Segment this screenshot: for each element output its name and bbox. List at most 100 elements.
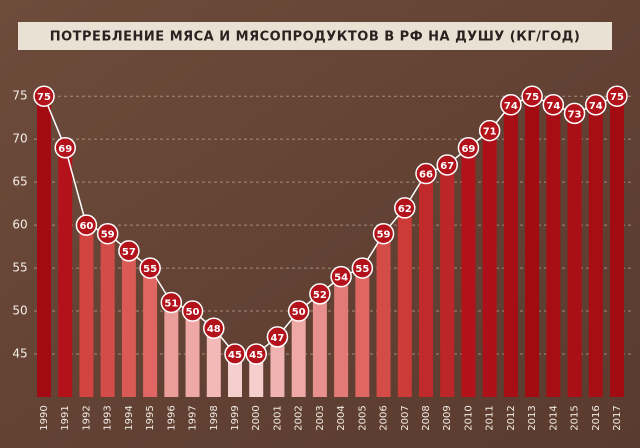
y-tick-label: 45 <box>12 347 27 361</box>
value-marker <box>606 85 628 107</box>
x-tick-label: 2002 <box>294 405 305 430</box>
value-marker <box>245 343 267 365</box>
value-label: 73 <box>568 109 582 120</box>
bar <box>270 336 285 397</box>
bar <box>121 250 136 397</box>
bar <box>461 147 476 397</box>
bar <box>312 293 327 397</box>
x-tick-label: 2005 <box>357 405 368 430</box>
x-tick-label: 2004 <box>336 405 347 430</box>
value-marker <box>330 265 352 288</box>
x-tick-label: 1991 <box>60 405 71 430</box>
bar <box>100 233 115 397</box>
value-label: 50 <box>292 307 306 318</box>
value-label: 67 <box>440 161 454 172</box>
bar <box>206 328 221 397</box>
value-marker <box>457 137 480 159</box>
bar <box>546 104 561 397</box>
bar <box>249 354 264 397</box>
value-label: 75 <box>37 92 51 103</box>
x-tick-label: 1997 <box>188 405 199 430</box>
bar <box>58 147 73 397</box>
value-marker <box>542 94 565 116</box>
y-tick-label: 65 <box>12 175 27 189</box>
x-tick-label: 1990 <box>39 405 50 430</box>
x-tick-label: 1994 <box>124 405 135 430</box>
x-tick-label: 2017 <box>612 405 623 430</box>
bar <box>291 311 306 397</box>
x-tick-label: 2006 <box>379 405 390 430</box>
bar <box>228 354 242 397</box>
x-tick-label: 1995 <box>145 405 156 430</box>
value-label: 45 <box>249 350 263 361</box>
bar <box>143 268 158 397</box>
value-marker <box>139 257 161 279</box>
bar <box>503 104 518 397</box>
value-label: 74 <box>546 101 560 112</box>
x-tick-label: 2007 <box>400 405 411 430</box>
value-marker <box>287 300 310 322</box>
value-marker <box>224 343 246 365</box>
value-label: 71 <box>483 127 497 138</box>
value-label: 54 <box>334 273 348 284</box>
x-tick-label: 1999 <box>230 405 241 430</box>
value-label: 69 <box>58 144 72 155</box>
value-marker <box>266 326 289 348</box>
value-label: 74 <box>589 101 603 112</box>
value-marker <box>96 222 119 245</box>
bar <box>355 268 370 397</box>
value-marker <box>75 214 98 236</box>
bar <box>482 130 497 397</box>
y-tick-label: 55 <box>12 261 27 275</box>
value-marker <box>585 94 607 116</box>
x-tick-label: 2008 <box>421 405 432 430</box>
x-tick-label: 1996 <box>166 405 177 430</box>
x-tick-label: 2011 <box>485 405 496 430</box>
value-label: 48 <box>207 324 221 335</box>
value-label: 66 <box>419 170 433 181</box>
trend-line <box>43 95 618 355</box>
value-marker <box>500 94 522 116</box>
value-marker <box>309 283 331 305</box>
x-tick-label: 2003 <box>315 405 326 430</box>
value-marker <box>521 85 543 107</box>
bar <box>79 225 94 397</box>
bar <box>567 113 582 397</box>
x-tick-label: 1993 <box>103 405 114 430</box>
value-label: 62 <box>398 204 412 215</box>
y-tick-label: 60 <box>12 218 27 232</box>
x-tick-label: 1998 <box>209 405 220 430</box>
bar <box>440 164 455 397</box>
value-marker <box>436 154 458 176</box>
value-marker <box>351 257 374 279</box>
y-tick-label: 70 <box>12 132 27 146</box>
value-label: 59 <box>377 230 391 241</box>
value-marker <box>203 317 225 339</box>
bar <box>334 276 349 397</box>
x-tick-label: 2001 <box>272 405 283 430</box>
chart-title: ПОТРЕБЛЕНИЕ МЯСА И МЯСОПРОДУКТОВ В РФ НА… <box>50 30 581 45</box>
value-label: 69 <box>461 144 475 155</box>
value-label: 45 <box>228 350 242 361</box>
value-label: 55 <box>355 264 369 275</box>
value-label: 52 <box>313 290 327 301</box>
value-marker <box>160 291 183 314</box>
bar <box>37 96 51 398</box>
bar <box>525 96 540 398</box>
value-label: 75 <box>525 92 539 103</box>
x-tick-label: 2012 <box>506 405 517 430</box>
bar <box>397 207 412 397</box>
value-marker <box>33 85 55 107</box>
x-tick-label: 2016 <box>591 405 602 430</box>
x-tick-label: 1992 <box>81 405 92 430</box>
bar <box>588 104 603 397</box>
value-label: 75 <box>610 92 624 103</box>
value-label: 60 <box>79 221 93 232</box>
x-tick-label: 2010 <box>463 405 474 430</box>
x-tick-label: 2009 <box>442 405 453 430</box>
x-tick-label: 2015 <box>570 405 581 430</box>
value-label: 51 <box>164 298 178 309</box>
y-tick-label: 75 <box>12 89 27 103</box>
y-tick-label: 50 <box>12 304 27 318</box>
